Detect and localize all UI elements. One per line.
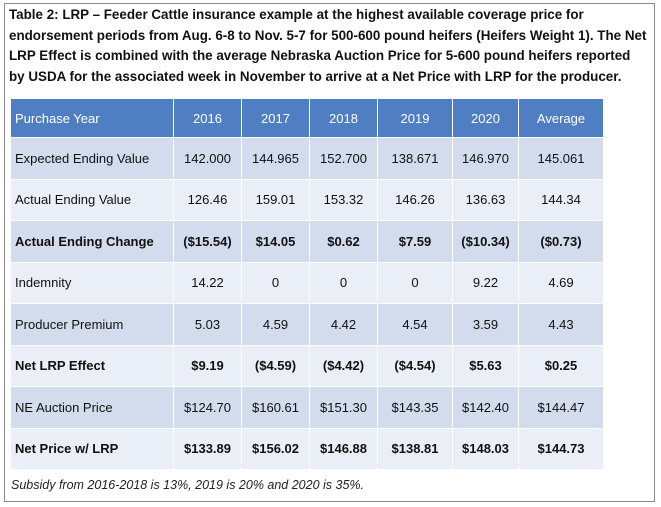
table-caption: Table 2: LRP – Feeder Cattle insurance e… (9, 7, 647, 84)
header-2017: 2017 (241, 98, 310, 138)
table-cell: 138.671 (377, 137, 453, 180)
table-cell: $143.35 (377, 386, 453, 429)
table-cell: 5.03 (173, 303, 242, 346)
table-cell: $160.61 (241, 386, 310, 429)
table-cell: 4.69 (518, 261, 604, 304)
table-cell: $151.30 (309, 386, 378, 429)
table-cell: 9.22 (452, 261, 519, 304)
table-cell: 0 (241, 261, 310, 304)
row-label: Expected Ending Value (10, 137, 174, 180)
table-row: NE Auction Price $124.70 $160.61 $151.30 $14… (10, 386, 604, 429)
table-cell: $148.03 (452, 427, 519, 470)
table-cell: ($4.54) (377, 344, 453, 387)
table-cell: 144.34 (518, 178, 604, 221)
table-cell: $156.02 (241, 427, 310, 470)
table-cell: 146.970 (452, 137, 519, 180)
table-row: Actual Ending Change ($15.54) $14.05 $0.62 $… (10, 220, 604, 263)
row-label: Actual Ending Change (10, 220, 174, 263)
header-2019: 2019 (377, 98, 453, 138)
table-cell: $144.47 (518, 386, 604, 429)
header-2020: 2020 (452, 98, 519, 138)
table-cell: $0.25 (518, 344, 604, 387)
table-cell: ($10.34) (452, 220, 519, 263)
row-label: NE Auction Price (10, 386, 174, 429)
table-cell: 0 (309, 261, 378, 304)
table-row: Indemnity 14.22 0 0 0 9.22 4.69 (10, 261, 604, 304)
lrp-table: Purchase Year 2016 2017 2018 2019 2020 A… (10, 98, 604, 470)
table-footnote: Subsidy from 2016-2018 is 13%, 2019 is 2… (11, 478, 365, 492)
row-label: Actual Ending Value (10, 178, 174, 221)
table-cell: 144.965 (241, 137, 310, 180)
table-cell: 0 (377, 261, 453, 304)
table-cell: ($4.42) (309, 344, 378, 387)
table-row: Producer Premium 5.03 4.59 4.42 4.54 3.59 4.43 (10, 303, 604, 346)
table-cell: $7.59 (377, 220, 453, 263)
table-cell: 136.63 (452, 178, 519, 221)
table-cell: 142.000 (173, 137, 242, 180)
table-cell: 159.01 (241, 178, 310, 221)
table-cell: 152.700 (309, 137, 378, 180)
table-cell: 14.22 (173, 261, 242, 304)
table-cell: ($15.54) (173, 220, 242, 263)
table-cell: $144.73 (518, 427, 604, 470)
table-cell: $124.70 (173, 386, 242, 429)
table-cell: $146.88 (309, 427, 378, 470)
table-cell: $138.81 (377, 427, 453, 470)
row-label: Net Price w/ LRP (10, 427, 174, 470)
table-cell: $5.63 (452, 344, 519, 387)
table-cell: 153.32 (309, 178, 378, 221)
row-label: Net LRP Effect (10, 344, 174, 387)
header-average: Average (518, 98, 604, 138)
table-cell: 4.59 (241, 303, 310, 346)
table-row: Expected Ending Value 142.000 144.965 152.7… (10, 137, 604, 180)
header-row: Purchase Year 2016 2017 2018 2019 2020 A… (10, 98, 604, 138)
table-cell: 126.46 (173, 178, 242, 221)
table-cell: $142.40 (452, 386, 519, 429)
table-cell: 4.42 (309, 303, 378, 346)
table-cell: 146.26 (377, 178, 453, 221)
header-2016: 2016 (173, 98, 242, 138)
table-row: Net LRP Effect $9.19 ($4.59) ($4.42) ($4.54)… (10, 344, 604, 387)
header-purchase-year: Purchase Year (10, 98, 174, 138)
table-cell: $9.19 (173, 344, 242, 387)
table-cell: $133.89 (173, 427, 242, 470)
table-cell: 3.59 (452, 303, 519, 346)
table-cell: $0.62 (309, 220, 378, 263)
table-cell: 145.061 (518, 137, 604, 180)
table-cell: 4.43 (518, 303, 604, 346)
table-cell: ($4.59) (241, 344, 310, 387)
header-2018: 2018 (309, 98, 378, 138)
row-label: Producer Premium (10, 303, 174, 346)
table-row: Net Price w/ LRP $133.89 $156.02 $146.88 $13… (10, 427, 604, 470)
table-row: Actual Ending Value 126.46 159.01 153.32 146… (10, 178, 604, 221)
table-cell: 4.54 (377, 303, 453, 346)
table-cell: ($0.73) (518, 220, 604, 263)
table-cell: $14.05 (241, 220, 310, 263)
row-label: Indemnity (10, 261, 174, 304)
